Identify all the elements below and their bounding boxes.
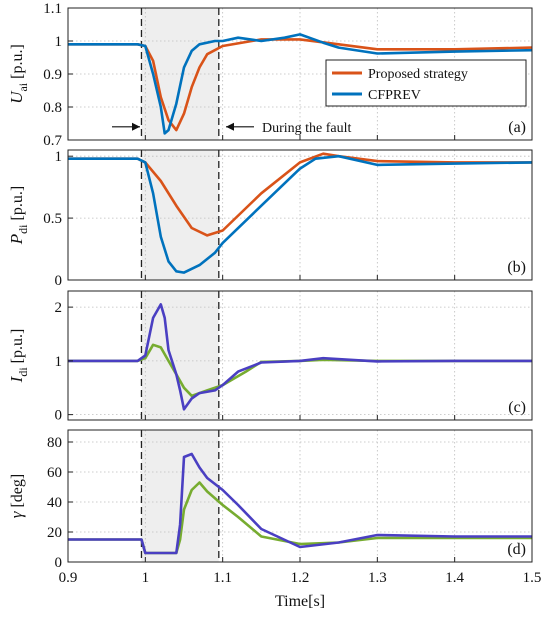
y-tick-label: 1 <box>55 354 63 370</box>
y-tick-label: 80 <box>47 435 62 451</box>
y-tick-label: 0 <box>55 555 63 571</box>
arrow-head-icon <box>226 122 234 131</box>
y-tick-label: 0.5 <box>43 211 62 227</box>
x-axis-label: Time[s] <box>275 593 325 610</box>
panel-label: (a) <box>508 119 526 136</box>
y-tick-label: 2 <box>55 300 63 316</box>
panel-4: 0 20 40 60 80 γ [deg] (d) <box>7 429 533 571</box>
x-tick-label: 0.9 <box>59 570 78 586</box>
y-axis-label: Idi [p.u.] <box>7 329 30 384</box>
y-tick-label: 0 <box>55 408 63 424</box>
y-tick-label: 0.9 <box>43 67 62 83</box>
y-tick-label: 1 <box>55 34 63 50</box>
y-tick-label: 0.8 <box>43 100 62 116</box>
panel-1: 0.7 0.8 0.9 1 1.1 Uai [p.u.] (a) Proposed strat… <box>7 1 533 149</box>
panel-2: 0 0.5 1 Pdi [p.u.] (b) <box>7 149 533 289</box>
series-line-cfprev <box>68 33 532 135</box>
y-axis-label: Uai [p.u.] <box>7 44 30 104</box>
x-tick-label: 1.3 <box>368 570 387 586</box>
y-tick-label: 0.7 <box>43 133 62 149</box>
panel-label: (c) <box>508 399 526 416</box>
panel-3: 0 1 2 Idi [p.u.] (c) <box>7 290 533 424</box>
arrow-head-icon <box>132 122 140 131</box>
y-tick-label: 60 <box>47 465 62 481</box>
series-line-cfprev <box>68 154 532 274</box>
y-tick-label: 0 <box>55 273 63 289</box>
y-tick-label: 20 <box>47 525 62 541</box>
series-line-proposed-strategy <box>68 152 532 237</box>
panel-label: (b) <box>507 259 526 276</box>
y-axis-label: γ [deg] <box>7 474 26 518</box>
fault-window-shade <box>141 291 219 420</box>
legend-entry: CFPREV <box>368 88 421 103</box>
x-tick-label: 1.5 <box>523 570 542 586</box>
legend-entry: Proposed strategy <box>368 67 468 82</box>
series-line-cfprev <box>68 303 532 411</box>
y-tick-label: 1.1 <box>43 1 62 17</box>
x-tick-label: 1 <box>142 570 150 586</box>
panel-label: (d) <box>507 541 526 558</box>
x-tick-label: 1.2 <box>291 570 310 586</box>
fault-annotation: During the fault <box>262 121 352 136</box>
legend-box <box>325 59 527 107</box>
x-tick-label: 1.4 <box>445 570 464 586</box>
y-axis-label: Pdi [p.u.] <box>7 186 30 245</box>
series-line-proposed-strategy <box>68 38 532 132</box>
series-line-cfprev <box>68 452 532 555</box>
y-tick-label: 40 <box>47 495 62 511</box>
y-tick-label: 1 <box>55 149 63 165</box>
x-tick-label: 1.1 <box>213 570 232 586</box>
